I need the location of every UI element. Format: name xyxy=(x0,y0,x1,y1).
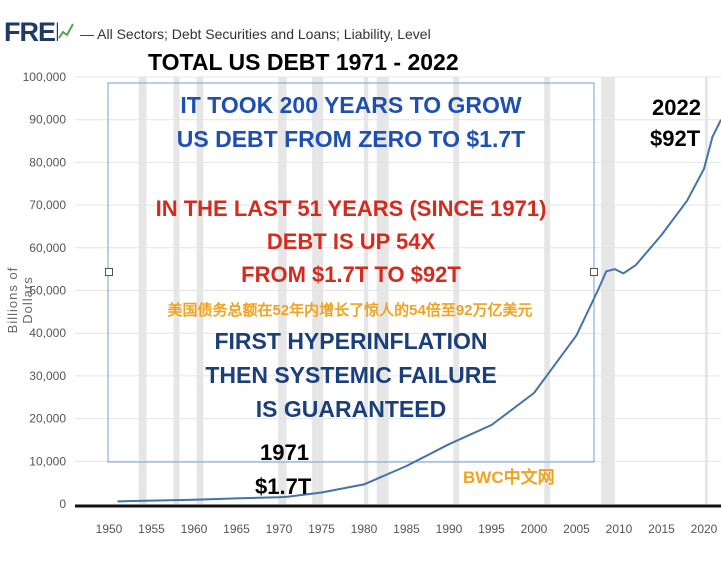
y-tick-label: 40,000 xyxy=(29,326,66,340)
x-tick-label: 1985 xyxy=(393,522,420,536)
annotation-blue-line-2: US DEBT FROM ZERO TO $1.7T xyxy=(176,126,526,152)
annotation-red-line-1: IN THE LAST 51 YEARS (SINCE 1971) xyxy=(155,196,547,221)
x-tick-label: 1950 xyxy=(96,522,123,536)
x-tick-label: 1960 xyxy=(181,522,208,536)
y-tick-labels: 0 10,000 20,000 30,000 40,000 50,000 60,000 70,… xyxy=(23,70,67,511)
x-tick-label: 2010 xyxy=(606,522,633,536)
y-tick-label: 50,000 xyxy=(29,284,66,298)
watermark: BWC中文网 xyxy=(463,468,555,487)
chart-title: TOTAL US DEBT 1971 - 2022 xyxy=(148,49,459,75)
x-tick-label: 2020 xyxy=(691,522,718,536)
x-tick-label: 1970 xyxy=(266,522,293,536)
y-tick-label: 20,000 xyxy=(29,412,66,426)
y-tick-label: 80,000 xyxy=(29,155,66,169)
y-tick-label: 60,000 xyxy=(29,241,66,255)
label-2022-year: 2022 xyxy=(652,95,701,120)
x-tick-label: 1975 xyxy=(308,522,335,536)
annotation-chinese: 美国债务总额在52年内增长了惊人的54倍至92万亿美元 xyxy=(167,302,533,319)
annotation-navy-line-2: THEN SYSTEMIC FAILURE xyxy=(205,362,497,388)
y-tick-label: 10,000 xyxy=(29,454,66,468)
x-tick-label: 1955 xyxy=(138,522,165,536)
y-tick-label: 30,000 xyxy=(29,369,66,383)
x-tick-label: 1965 xyxy=(223,522,250,536)
series-title: — All Sectors; Debt Securities and Loans… xyxy=(80,26,431,42)
x-tick-label: 1980 xyxy=(351,522,378,536)
series-line-0 xyxy=(117,119,721,503)
label-1971-year: 1971 xyxy=(260,440,309,465)
x-tick-label: 2005 xyxy=(563,522,590,536)
annotation-navy-line-3: IS GUARANTEED xyxy=(255,396,447,422)
label-2022-value: $92T xyxy=(650,126,701,151)
x-tick-labels: 1950 1955 1960 1965 1970 1975 1980 1985 1990 1995… xyxy=(96,522,718,536)
x-tick-label: 1990 xyxy=(436,522,463,536)
annotation-red-line-2: DEBT IS UP 54X xyxy=(266,229,436,254)
y-tick-label: 100,000 xyxy=(23,70,67,84)
y-tick-label: 0 xyxy=(59,497,66,511)
annotation-red-line-3: FROM $1.7T TO $92T xyxy=(241,262,461,287)
y-tick-label: 70,000 xyxy=(29,198,66,212)
grid-lines xyxy=(75,76,721,462)
x-tick-label: 2000 xyxy=(521,522,548,536)
resize-handle-left[interactable] xyxy=(105,268,113,276)
y-tick-label: 90,000 xyxy=(29,113,66,127)
annotation-navy-line-1: FIRST HYPERINFLATION xyxy=(214,328,488,354)
fred-chart-icon xyxy=(58,20,75,42)
resize-handle-right[interactable] xyxy=(590,268,598,276)
y-axis-title: Billions of Dollars xyxy=(5,266,35,334)
x-tick-label: 1995 xyxy=(478,522,505,536)
label-1971-value: $1.7T xyxy=(255,474,312,499)
x-tick-label: 2015 xyxy=(648,522,675,536)
annotation-blue-line-1: IT TOOK 200 YEARS TO GROW xyxy=(180,92,522,118)
series-lines xyxy=(117,119,721,503)
